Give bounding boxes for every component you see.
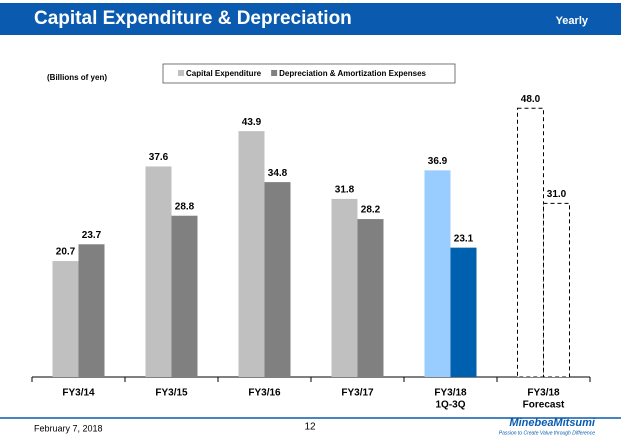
value-label: 20.7	[56, 247, 76, 258]
value-label: 31.0	[547, 189, 567, 200]
logo: MinebeaMitsumi	[509, 417, 596, 429]
bar	[357, 219, 384, 377]
value-label: 37.6	[149, 152, 169, 163]
value-label: 31.8	[335, 185, 355, 196]
footer-date: February 7, 2018	[34, 423, 103, 433]
x-tick-label: FY3/15	[155, 388, 188, 399]
slide-title: Capital Expenditure & Depreciation	[34, 8, 352, 29]
x-tick-label: FY3/14	[62, 388, 95, 399]
x-tick-label: FY3/16	[248, 388, 281, 399]
bar	[264, 182, 291, 377]
x-tick-label: FY3/18	[434, 388, 467, 399]
value-label: 43.9	[242, 117, 262, 128]
value-label: 28.8	[175, 201, 195, 212]
legend-swatch	[271, 70, 278, 76]
value-label: 23.7	[82, 230, 102, 241]
tagline: Passion to Create Value through Differen…	[499, 430, 595, 436]
bar	[171, 215, 198, 377]
value-label: 36.9	[428, 156, 448, 167]
value-label: 28.2	[361, 205, 381, 216]
x-tick-label: Forecast	[523, 400, 565, 411]
header-band	[0, 3, 621, 35]
unit-label: (Billions of yen)	[47, 73, 107, 82]
legend-label: Capital Expenditure	[186, 69, 262, 78]
bar	[145, 166, 172, 377]
legend-box	[162, 63, 456, 84]
period-label: Yearly	[556, 15, 589, 27]
value-label: 34.8	[268, 168, 288, 179]
legend-label: Depreciation & Amortization Expenses	[279, 69, 426, 78]
bar	[331, 198, 358, 377]
value-label: 48.0	[521, 94, 541, 105]
bar	[424, 170, 451, 377]
x-tick-label: FY3/18	[527, 388, 560, 399]
x-tick-label: FY3/17	[341, 388, 374, 399]
bar	[543, 202, 570, 378]
bar	[517, 107, 544, 378]
bar	[238, 131, 265, 377]
bar	[52, 261, 79, 377]
bar	[450, 247, 477, 377]
legend-swatch	[178, 70, 184, 76]
bar	[78, 244, 105, 377]
value-label: 23.1	[454, 233, 474, 244]
page-number: 12	[304, 422, 316, 433]
x-tick-label: 1Q-3Q	[435, 400, 465, 411]
